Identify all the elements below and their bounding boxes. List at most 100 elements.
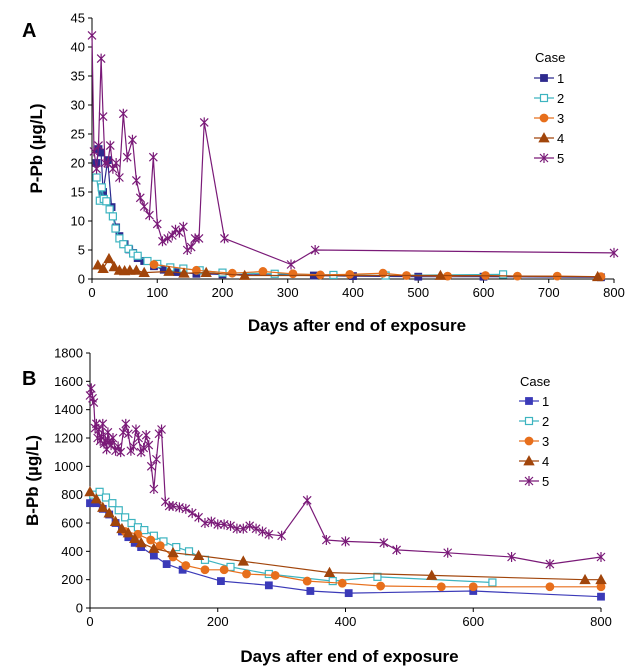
series-3-point: [200, 565, 210, 575]
series-4-point: [167, 546, 179, 558]
series-4-point: [135, 537, 147, 548]
series-3-point: [181, 561, 191, 570]
series-5-point: [118, 108, 128, 119]
y-tick-label: 200: [61, 572, 83, 587]
legend-marker-4: [523, 455, 535, 466]
series-2-point: [127, 518, 136, 528]
series-5-point: [152, 218, 162, 229]
series-2-point: [114, 506, 123, 515]
series-5-point: [264, 529, 274, 540]
series-5-point: [232, 523, 242, 534]
y-tick-label: 35: [71, 69, 85, 84]
y-tick-label: 5: [78, 243, 85, 258]
y-tick-label: 1600: [54, 374, 83, 389]
series-5-point: [321, 535, 331, 545]
y-axis-title: B-Pb (µg/L): [23, 435, 42, 526]
series-5-point: [146, 461, 156, 472]
legend-label-5: 5: [542, 474, 549, 489]
series-3-point: [376, 581, 386, 591]
y-tick-label: 0: [76, 601, 83, 616]
series-4: [92, 252, 604, 282]
legend-label-4: 4: [542, 454, 549, 469]
series-1-point: [414, 272, 423, 281]
series-1-point: [149, 551, 158, 560]
series-5-point: [341, 536, 350, 547]
series-5-point: [286, 259, 296, 270]
series-4-point: [163, 265, 175, 276]
series-5-point: [545, 559, 555, 570]
series-3-point: [270, 571, 280, 580]
panel-label: A: [22, 20, 36, 42]
series-4-point: [595, 573, 607, 585]
series-5-point: [194, 233, 204, 244]
series-5-point: [175, 227, 184, 238]
series-5-point: [89, 146, 99, 157]
series-5-point: [141, 430, 151, 441]
series-2-point: [498, 270, 508, 279]
series-4-point: [138, 266, 150, 278]
series-3-point: [288, 269, 298, 279]
x-tick-label: 600: [473, 285, 495, 300]
series-5-point: [139, 201, 149, 212]
series-2-point: [97, 183, 106, 192]
series-5-point: [186, 242, 196, 253]
series-4-point: [103, 252, 115, 264]
series-5-point: [122, 152, 132, 163]
series-1: [92, 145, 605, 282]
series-2-point: [270, 269, 279, 278]
series-2-point: [119, 240, 128, 249]
series-5-point: [128, 134, 137, 145]
series-5: [87, 30, 619, 270]
y-tick-label: 600: [61, 516, 83, 531]
legend: Case 1 2 3 4 5: [534, 50, 565, 166]
series-5-point: [111, 158, 121, 168]
legend: Case 1 2 3 4 5: [519, 374, 550, 489]
series-1-point: [344, 589, 353, 598]
x-tick-label: 0: [86, 614, 93, 629]
legend-label-4: 4: [557, 131, 564, 146]
legend-marker-5: [539, 153, 549, 163]
legend-label-2: 2: [542, 414, 549, 429]
legend-marker-1: [525, 397, 533, 405]
series-5-point: [157, 424, 166, 435]
y-tick-label: 20: [71, 156, 85, 171]
series-3-point: [545, 582, 555, 592]
series-5-point: [121, 418, 131, 429]
series-4-point: [116, 522, 128, 534]
series-5-point: [158, 236, 167, 247]
series-5-point: [148, 152, 158, 163]
series-5-point: [108, 433, 118, 443]
x-tick-label: 200: [207, 614, 229, 629]
series-5-point: [206, 516, 216, 527]
series-1-point: [264, 581, 273, 590]
series-5-point: [258, 526, 267, 537]
series-1-point: [162, 560, 171, 568]
series-3-point: [242, 569, 251, 579]
x-tick-label: 800: [603, 285, 625, 300]
series-3: [149, 260, 606, 282]
series-2-point: [121, 513, 130, 522]
legend-marker-5: [524, 476, 534, 486]
series-5-point: [92, 163, 101, 174]
series-5-point: [134, 433, 143, 443]
series-3-point: [436, 582, 446, 592]
series-3-point: [302, 576, 312, 586]
x-tick-label: 400: [335, 614, 357, 629]
series-5-point: [392, 544, 402, 555]
x-axis-title: Days after end of exposure: [240, 647, 458, 666]
x-tick-label: 200: [212, 285, 234, 300]
legend-label-3: 3: [542, 434, 549, 449]
series-4: [84, 486, 607, 585]
legend-label-1: 1: [542, 394, 549, 409]
series-2-point: [108, 499, 117, 508]
series-5: [85, 383, 606, 570]
series-5-point: [144, 210, 154, 221]
series-2-point: [111, 224, 120, 233]
series-4-point: [178, 267, 190, 278]
series-3-point: [155, 541, 165, 551]
y-tick-label: 25: [71, 127, 85, 142]
series-5-point: [98, 418, 108, 429]
panel-label: B: [22, 368, 36, 390]
series-3-point: [227, 268, 237, 278]
